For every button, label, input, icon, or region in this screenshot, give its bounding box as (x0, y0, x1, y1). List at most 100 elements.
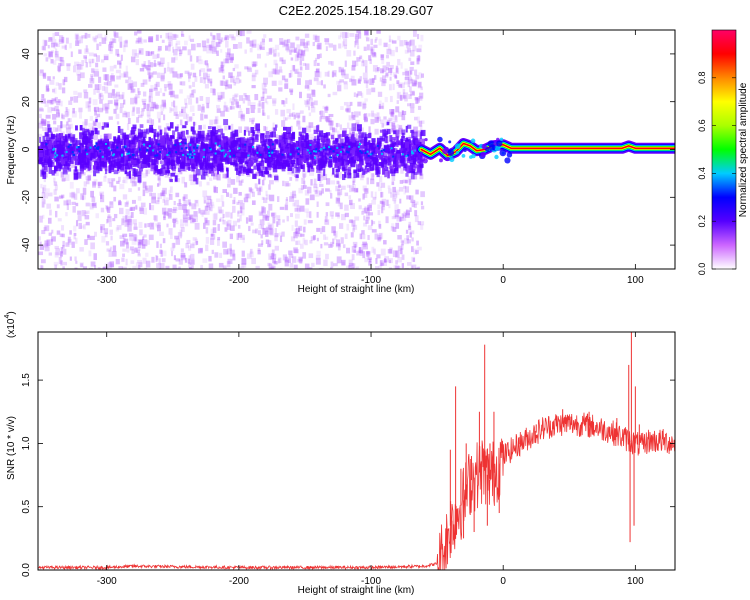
spectrogram-cell (211, 34, 216, 42)
spectrogram-cell (259, 219, 265, 226)
spectrogram-cell (362, 251, 366, 259)
spectrogram-cell (377, 142, 381, 150)
spectrogram-cell (158, 154, 161, 160)
spectrogram-cell (242, 97, 246, 104)
spectrogram-cell (346, 50, 352, 57)
spectrogram-cell (96, 161, 102, 170)
spectrogram-cell (120, 240, 125, 247)
spectrogram-cell (77, 92, 82, 98)
spectrogram-cell (388, 39, 394, 43)
spectrogram-cell (298, 187, 303, 194)
spectrogram-cell (129, 168, 133, 172)
spectrogram-cell (38, 133, 42, 138)
spectrogram-cell (281, 153, 284, 156)
spectrogram-cell (86, 129, 91, 136)
spectrogram-cell (381, 206, 384, 214)
spectrogram-cell (363, 243, 368, 250)
spectrogram-cell (358, 247, 361, 254)
spectrogram-cell (65, 212, 68, 217)
spectrogram-cell (230, 149, 234, 157)
spectrogram-cell (170, 141, 174, 149)
spectrogram-cell (110, 235, 113, 241)
spectrogram-cell (348, 259, 353, 267)
spectrogram-cell (214, 115, 219, 121)
spectrogram-cell (173, 222, 176, 228)
spectrogram-cell (180, 255, 186, 260)
spectrogram-cell (291, 256, 297, 263)
spectrogram-cell (328, 120, 333, 126)
spectrogram-cell (323, 168, 326, 176)
spectrogram-cell (250, 157, 255, 165)
spectrogram-cell (89, 61, 92, 68)
spectrogram-cell (297, 207, 301, 213)
spectrogram-cell (289, 262, 294, 268)
spectrogram-cell (261, 170, 265, 178)
spectrogram-cell (367, 225, 373, 231)
spectrogram-cell (42, 73, 46, 77)
spectrogram-cell (180, 31, 184, 36)
spectrogram-cell (93, 37, 97, 43)
spectrogram-cell (190, 154, 195, 163)
spectrogram-cell (113, 99, 119, 105)
spectrogram-cell (60, 63, 63, 67)
spectrogram-cell (89, 203, 94, 210)
spectrogram-cell (368, 261, 372, 266)
spectrogram-cell (162, 199, 165, 203)
spectrogram-cell (317, 42, 322, 50)
spectrogram-cell (67, 135, 71, 139)
spectrogram-cell (416, 48, 422, 53)
spectrogram-cell (257, 168, 263, 174)
spectrogram-cell (146, 103, 150, 111)
spectrogram-cell (240, 114, 245, 120)
spectrogram-cell (179, 143, 182, 146)
spectrogram-cell (151, 51, 155, 55)
spectrogram-cell (375, 258, 378, 264)
spectrogram-cell (302, 173, 306, 179)
spectrogram-cell (316, 44, 321, 50)
spectrogram-cell (266, 194, 270, 200)
spectrogram-cell (63, 158, 68, 162)
spectrogram-cell (160, 57, 165, 65)
spectrogram-cell (198, 59, 203, 65)
spectrogram-cell (87, 137, 91, 144)
spectrogram-cell (311, 89, 316, 97)
spectrogram-cell (403, 153, 407, 161)
spectrogram-cell (346, 265, 351, 269)
spectrogram-cell (377, 209, 381, 216)
spectrogram-cell (330, 134, 334, 140)
spectrogram-cell (413, 203, 417, 208)
spectrogram-cell (359, 55, 363, 60)
spectrogram-cell (267, 173, 272, 178)
spectrogram-cell (293, 231, 298, 239)
spectrogram-cell (203, 196, 206, 204)
spectrogram-cell (300, 243, 304, 249)
spectrogram-cell (288, 250, 293, 255)
spectrogram-cell (38, 159, 43, 165)
spectrogram-cell (126, 162, 130, 170)
spectrogram-cell (359, 139, 363, 144)
spectrogram-cell (124, 202, 129, 207)
spectrogram-cell (47, 107, 53, 113)
spectrogram-cell (50, 58, 54, 64)
spectrogram-cell (420, 125, 423, 132)
spectrogram-cell (415, 139, 420, 145)
spectrogram-cell (186, 154, 190, 161)
spectrogram-cell (328, 61, 332, 65)
spectrogram-cell (342, 31, 347, 39)
spectrogram-cell (103, 176, 107, 182)
spectrogram-cell (115, 141, 119, 147)
spectrogram-cell (207, 76, 210, 82)
spectrogram-cell (85, 145, 91, 150)
spectrogram-cell (54, 184, 58, 191)
spectrogram-cell (249, 251, 254, 258)
spectrogram-cell (341, 142, 346, 146)
spectrogram-cell (260, 135, 264, 140)
spectrogram-cell (348, 145, 351, 148)
spectrogram-cell (103, 82, 108, 86)
spectrogram-cell (148, 185, 153, 192)
spectrogram-cell (409, 155, 413, 164)
spectrogram-cell (92, 70, 95, 77)
spectrogram-cell (183, 199, 188, 206)
spectrogram-cell (183, 217, 188, 223)
spectrogram-cell (198, 139, 202, 146)
